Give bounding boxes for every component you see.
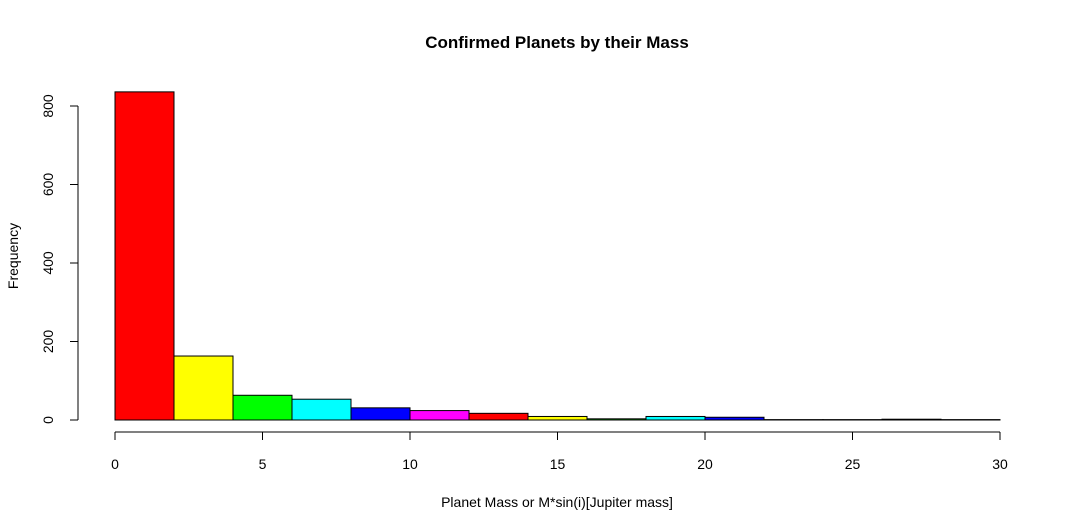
x-tick-label-4: 20 — [697, 456, 713, 472]
y-tick-label-1: 200 — [40, 330, 56, 354]
x-axis: 0 5 10 15 20 25 30 — [111, 431, 1008, 472]
bars-group — [114, 91, 1001, 421]
y-tick-label-3: 600 — [40, 173, 56, 197]
x-tick-label-5: 25 — [845, 456, 861, 472]
y-tick-label-2: 400 — [40, 251, 56, 275]
x-tick-label-0: 0 — [111, 456, 119, 472]
histogram-bar-0 — [114, 91, 175, 421]
histogram-bar-9 — [645, 415, 706, 421]
histogram-bar-10 — [704, 416, 765, 421]
y-tick-label-4: 800 — [40, 94, 56, 118]
x-tick-label-2: 10 — [402, 456, 418, 472]
histogram-bar-1 — [173, 355, 234, 421]
x-axis-label: Planet Mass or M*sin(i)[Jupiter mass] — [441, 494, 673, 510]
y-tick-label-0: 0 — [40, 416, 56, 424]
x-tick-label-6: 30 — [992, 456, 1008, 472]
histogram-bar-7 — [527, 415, 588, 421]
histogram-bar-2 — [232, 394, 293, 421]
y-axis-label: Frequency — [5, 223, 21, 289]
histogram-bar-5 — [409, 410, 470, 421]
chart-title: Confirmed Planets by their Mass — [425, 33, 689, 52]
histogram-bar-8 — [586, 418, 647, 421]
y-axis: 0 200 400 600 800 — [40, 94, 79, 424]
x-tick-label-1: 5 — [259, 456, 267, 472]
histogram-bar-13 — [881, 418, 942, 421]
histogram-bar-4 — [350, 407, 411, 421]
x-tick-label-3: 15 — [550, 456, 566, 472]
histogram-bar-3 — [291, 398, 352, 421]
histogram-bar-6 — [468, 412, 529, 421]
